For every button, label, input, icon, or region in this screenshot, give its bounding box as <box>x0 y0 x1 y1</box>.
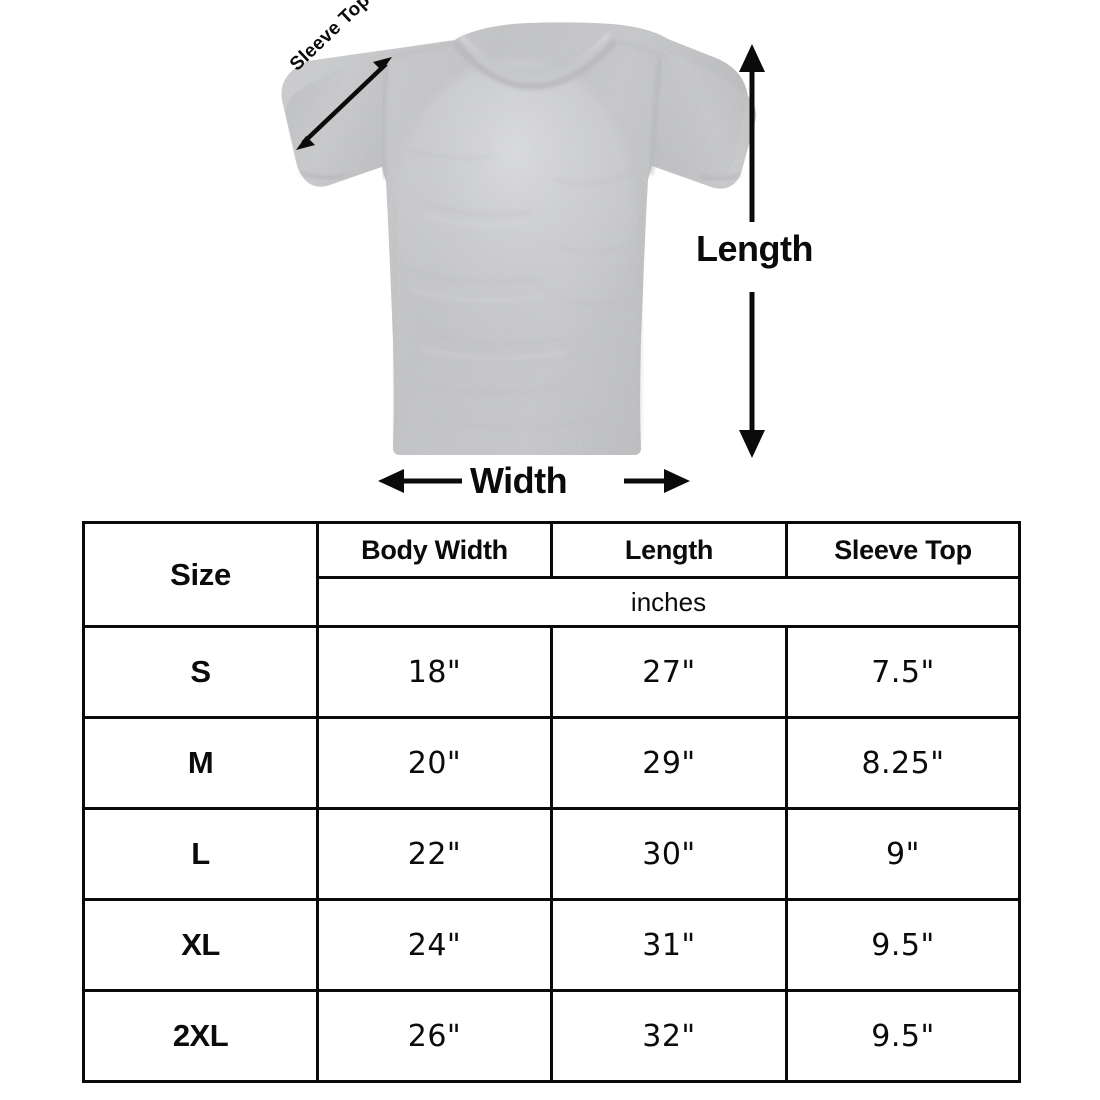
table-row: M 20" 29" 8.25" <box>82 716 1021 810</box>
cell-length: 32" <box>550 989 788 1083</box>
cell-body-width: 20" <box>316 716 553 810</box>
table-row: L 22" 30" 9" <box>82 807 1021 901</box>
table-row: S 18" 27" 7.5" <box>82 625 1021 719</box>
cell-length: 31" <box>550 898 788 992</box>
cell-body-width: 18" <box>316 625 553 719</box>
width-label: Width <box>470 460 568 501</box>
header-body-width: Body Width <box>316 521 553 579</box>
table-row: 2XL 26" 32" 9.5" <box>82 989 1021 1083</box>
cell-size: XL <box>82 898 319 992</box>
cell-size: 2XL <box>82 989 319 1083</box>
cell-sleeve-top: 7.5" <box>785 625 1021 719</box>
width-arrow <box>378 469 690 493</box>
table-units-row: inches <box>84 576 1021 628</box>
cell-body-width: 24" <box>316 898 553 992</box>
cell-size: M <box>82 716 319 810</box>
table-row: XL 24" 31" 9.5" <box>82 898 1021 992</box>
length-arrow <box>739 44 765 458</box>
table-header-row: Size Body Width Length Sleeve Top <box>82 521 1021 628</box>
header-size: Size <box>82 521 319 628</box>
cell-length: 30" <box>550 807 788 901</box>
sleeve-top-arrow <box>296 57 392 150</box>
cell-body-width: 22" <box>316 807 553 901</box>
cell-length: 27" <box>550 625 788 719</box>
cell-sleeve-top: 9.5" <box>785 898 1021 992</box>
cell-sleeve-top: 9.5" <box>785 989 1021 1083</box>
cell-body-width: 26" <box>316 989 553 1083</box>
size-chart-table: Size Body Width Length Sleeve Top inches… <box>82 521 1021 1083</box>
cell-length: 29" <box>550 716 788 810</box>
garment-diagram: Sleeve Top Length Width <box>0 0 1100 512</box>
length-label: Length <box>696 228 813 269</box>
cell-sleeve-top: 8.25" <box>785 716 1021 810</box>
header-units: inches <box>316 576 1021 628</box>
tshirt-illustration <box>281 22 765 493</box>
header-length: Length <box>550 521 788 579</box>
cell-size: S <box>82 625 319 719</box>
cell-size: L <box>82 807 319 901</box>
cell-sleeve-top: 9" <box>785 807 1021 901</box>
shirt-shape <box>281 22 756 456</box>
header-sleeve-top: Sleeve Top <box>785 521 1021 579</box>
